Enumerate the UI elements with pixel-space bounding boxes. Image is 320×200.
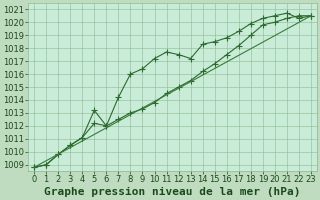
X-axis label: Graphe pression niveau de la mer (hPa): Graphe pression niveau de la mer (hPa) bbox=[44, 187, 301, 197]
